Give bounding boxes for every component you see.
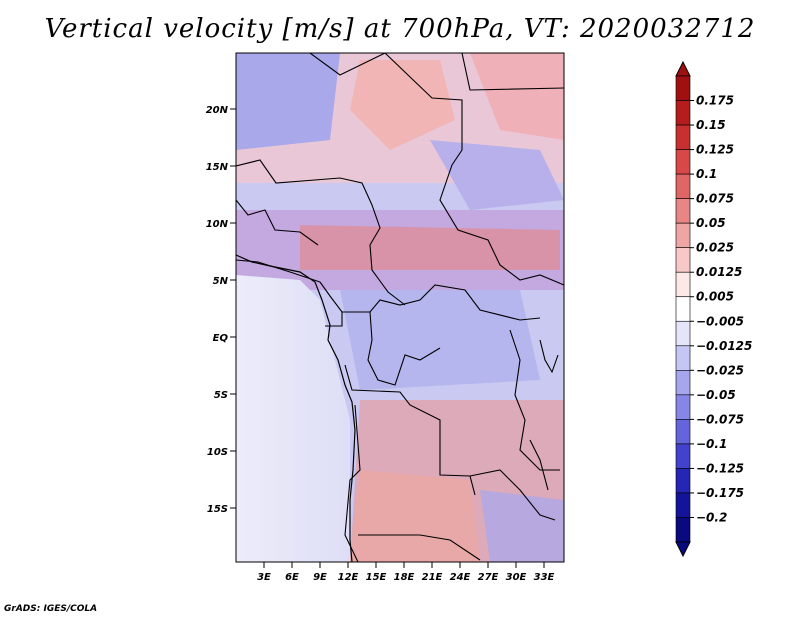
colorbar-segment xyxy=(675,222,691,248)
colorbar-segment xyxy=(675,443,691,469)
colorbar-segment xyxy=(675,419,691,445)
colorbar-label: −0.005 xyxy=(696,314,744,328)
colorbar-segment xyxy=(675,468,691,494)
lon-tick-label: 6E xyxy=(285,572,299,583)
colorbar-label: −0.1 xyxy=(696,437,727,451)
colorbar-label: 0.025 xyxy=(696,241,734,255)
lat-tick-label: 5S xyxy=(214,390,228,401)
colorbar-label: −0.05 xyxy=(696,388,736,402)
colorbar-label: 0.0125 xyxy=(696,265,742,279)
colorbar-label: −0.0125 xyxy=(696,339,752,353)
colorbar-min-arrow xyxy=(675,541,691,558)
colorbar-label: 0.15 xyxy=(696,118,726,132)
colorbar-label: 0.05 xyxy=(696,216,726,230)
longitude-axis: 3E 6E 9E 12E 15E 18E 21E 24E 27E 30E 33E xyxy=(257,562,555,583)
lon-tick-label: 12E xyxy=(338,572,359,583)
lat-tick-label: 5N xyxy=(213,276,229,287)
colorbar-segment xyxy=(675,173,691,199)
colorbar-label: −0.075 xyxy=(696,412,744,426)
lat-tick-label: 10N xyxy=(206,219,229,230)
colorbar-segment xyxy=(675,271,691,298)
colorbar-segment xyxy=(675,75,691,101)
colorbar-segment xyxy=(675,320,691,347)
colorbar-label: 0.1 xyxy=(696,167,717,181)
velocity-field xyxy=(236,53,564,562)
lon-tick-label: 9E xyxy=(313,572,327,583)
colorbar-label: −0.025 xyxy=(696,363,744,377)
colorbar-segment xyxy=(675,492,691,518)
lon-tick-label: 15E xyxy=(366,572,387,583)
colorbar-segment xyxy=(675,394,691,420)
colorbar-max-arrow xyxy=(675,60,691,77)
lon-tick-label: 18E xyxy=(394,572,415,583)
colorbar-segment xyxy=(675,198,691,224)
colorbar-segment xyxy=(675,296,691,322)
grads-credit: GrADS: IGES/COLA xyxy=(4,604,98,614)
colorbar-segment xyxy=(675,517,691,543)
lon-tick-label: 24E xyxy=(450,572,471,583)
lat-tick-label: 10S xyxy=(207,447,228,458)
colorbar-label: 0.175 xyxy=(696,94,734,108)
colorbar-segment xyxy=(675,124,691,150)
colorbar-segment xyxy=(675,149,691,175)
colorbar-label: 0.125 xyxy=(696,143,734,157)
colorbar-label: −0.2 xyxy=(696,510,727,524)
colorbar-label: −0.125 xyxy=(696,461,744,475)
plot-title: Vertical velocity [m/s] at 700hPa, VT: 2… xyxy=(44,14,756,44)
lat-tick-label: 15S xyxy=(207,504,228,515)
lon-tick-label: 27E xyxy=(478,572,499,583)
lat-tick-label: 15N xyxy=(206,162,229,173)
colorbar-label: 0.075 xyxy=(696,192,734,206)
lat-tick-label: 20N xyxy=(206,105,229,116)
lon-tick-label: 33E xyxy=(534,572,555,583)
colorbar-segment xyxy=(675,370,691,396)
colorbar-label: 0.005 xyxy=(696,290,734,304)
map-border xyxy=(235,52,565,563)
latitude-axis: 20N 15N 10N 5N EQ 5S 10S 15S xyxy=(206,105,236,515)
colorbar-label: −0.175 xyxy=(696,486,744,500)
coastline xyxy=(236,254,356,562)
colorbar: 0.175 0.15 0.125 0.1 0.075 0.05 0.025 0.0125 0.0… xyxy=(675,60,752,558)
colorbar-segment xyxy=(675,100,691,126)
lon-tick-label: 21E xyxy=(422,572,443,583)
colorbar-segment xyxy=(675,247,691,273)
lon-tick-label: 30E xyxy=(506,572,527,583)
lon-tick-label: 3E xyxy=(257,572,271,583)
colorbar-segment xyxy=(675,345,691,371)
lat-tick-label: EQ xyxy=(213,333,229,344)
